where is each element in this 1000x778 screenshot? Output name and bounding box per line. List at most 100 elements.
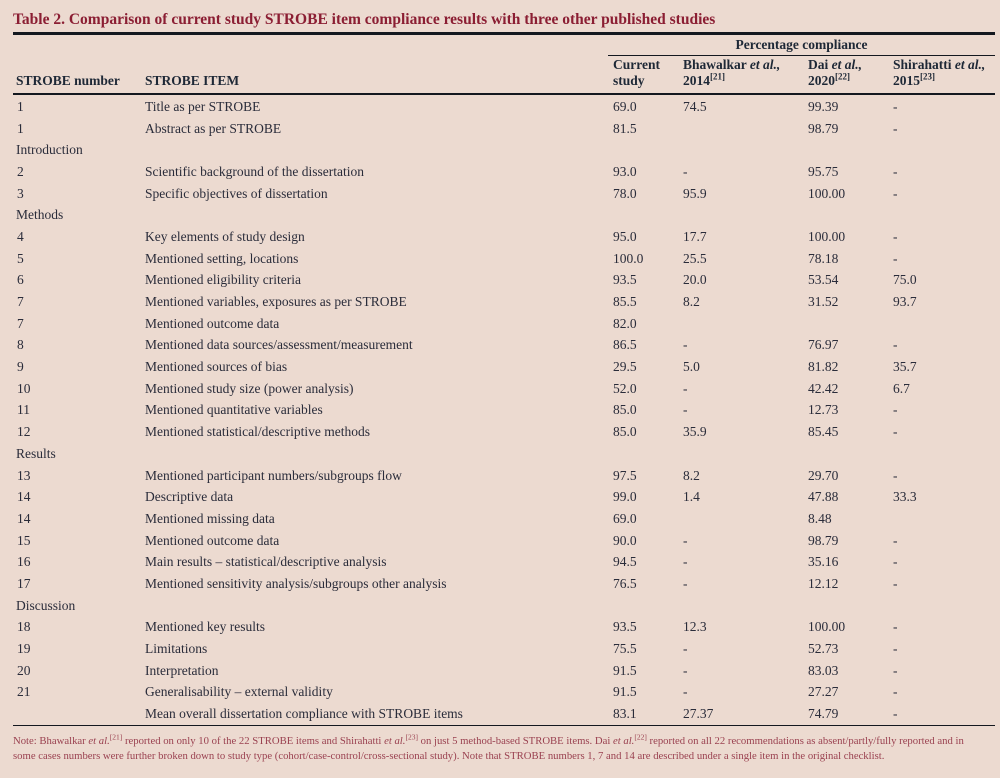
cell-value-col3: 76.97	[808, 337, 839, 353]
reference-superscript: [23]	[920, 71, 935, 82]
cell-value-col3: 12.12	[808, 575, 839, 591]
table-row: 9 Mentioned sources of bias 29.5 5.0 81.82 35…	[13, 356, 995, 378]
table-row: 10 Mentioned study size (power analysis) 5…	[13, 378, 995, 400]
table-row: 15 Mentioned outcome data 90.0 - 98.79 -	[13, 530, 995, 552]
table-title: Table 2. Comparison of current study STR…	[13, 11, 716, 28]
cell-value-col1: 94.5	[613, 554, 637, 570]
table-row: 4 Key elements of study design 95.0 17.7 100…	[13, 226, 995, 248]
cell-value-col1: 93.5	[613, 619, 637, 635]
cell-value-col1: 81.5	[613, 120, 637, 136]
table-row: 20 Interpretation 91.5 - 83.03 -	[13, 660, 995, 682]
cell-strobe-item: Mentioned key results	[145, 619, 265, 635]
column-header-5: Dai et al., 2020[22]	[808, 57, 893, 90]
cell-value-col4: -	[893, 662, 898, 678]
table-body: 1 Title as per STROBE 69.0 74.5 99.39 - 1 Abstr…	[13, 95, 995, 725]
cell-value-col2: 17.7	[683, 228, 707, 244]
table-row: 14 Descriptive data 99.0 1.4 47.88 33.3	[13, 486, 995, 508]
strobe-compliance-table: Percentage compliance STROBE number STROB…	[13, 32, 995, 726]
cell-value-col3: 74.79	[808, 706, 839, 722]
table-row: 1 Abstract as per STROBE 81.5 98.79 -	[13, 118, 995, 140]
cell-value-col1: 90.0	[613, 532, 637, 548]
column-header-line: Current	[613, 56, 660, 72]
cell-strobe-number: 11	[17, 402, 30, 418]
cell-value-col2: -	[683, 402, 688, 418]
top-rule	[13, 32, 995, 35]
cell-strobe-number: 19	[17, 641, 31, 657]
cell-value-col2: 12.3	[683, 619, 707, 635]
table-row: 12 Mentioned statistical/descriptive meth…	[13, 421, 995, 443]
reference-superscript: [22]	[634, 732, 647, 742]
cell-value-col1: 86.5	[613, 337, 637, 353]
table-row: 17 Mentioned sensitivity analysis/subgrou…	[13, 573, 995, 595]
cell-strobe-item: Mentioned eligibility criteria	[145, 272, 301, 288]
table-row: 18 Mentioned key results 93.5 12.3 100.00 -	[13, 617, 995, 639]
cell-value-col4: -	[893, 532, 898, 548]
cell-strobe-number: 14	[17, 510, 31, 526]
cell-value-col4: -	[893, 402, 898, 418]
cell-value-col2: 27.37	[683, 706, 714, 722]
cell-strobe-number: 4	[17, 228, 24, 244]
study-year-line: 2014[21]	[683, 71, 725, 88]
cell-value-col4: 93.7	[893, 294, 917, 310]
study-name-line: Bhawalkar et al.,	[683, 56, 781, 72]
cell-value-col4: -	[893, 424, 898, 440]
cell-strobe-number: 1	[17, 120, 24, 136]
cell-value-col1: 91.5	[613, 662, 637, 678]
cell-strobe-number: 16	[17, 554, 31, 570]
table-row: 5 Mentioned setting, locations 100.0 25.5 78…	[13, 248, 995, 270]
cell-value-col2: 95.9	[683, 185, 707, 201]
cell-value-col2: 25.5	[683, 250, 707, 266]
column-header-2: STROBE ITEM	[145, 73, 240, 88]
cell-strobe-number: 18	[17, 619, 31, 635]
cell-strobe-number: 9	[17, 359, 24, 375]
group-header-label: Percentage compliance	[735, 36, 868, 52]
cell-value-col4: -	[893, 575, 898, 591]
cell-value-col2: 1.4	[683, 489, 700, 505]
et-al-text: et al.,	[954, 56, 986, 72]
section-row: Introduction	[13, 139, 995, 161]
table-row: 1 Title as per STROBE 69.0 74.5 99.39 -	[13, 96, 995, 118]
cell-strobe-number: 1	[17, 98, 24, 114]
cell-value-col3: 52.73	[808, 641, 839, 657]
et-al-text: et al.	[88, 734, 110, 747]
cell-strobe-item: Title as per STROBE	[145, 98, 261, 114]
cell-value-col3: 53.54	[808, 272, 839, 288]
cell-strobe-item: Mentioned sources of bias	[145, 359, 288, 375]
cell-strobe-number: 3	[17, 185, 24, 201]
cell-value-col4: 35.7	[893, 359, 917, 375]
cell-value-col3: 99.39	[808, 98, 839, 114]
cell-value-col2: 35.9	[683, 424, 707, 440]
cell-strobe-number: 20	[17, 662, 31, 678]
cell-value-col1: 93.5	[613, 272, 637, 288]
cell-strobe-item: Generalisability – external validity	[145, 684, 333, 700]
cell-strobe-item: Mean overall dissertation compliance wit…	[145, 706, 463, 722]
reference-superscript: [23]	[405, 732, 418, 742]
cell-value-col2: 8.2	[683, 467, 700, 483]
cell-value-col2: -	[683, 163, 688, 179]
cell-value-col4: -	[893, 228, 898, 244]
section-label: Results	[16, 445, 56, 461]
cell-strobe-number: 5	[17, 250, 24, 266]
cell-value-col2: 8.2	[683, 294, 700, 310]
cell-value-col3: 27.27	[808, 684, 839, 700]
cell-strobe-number: 7	[17, 315, 24, 331]
cell-strobe-number: 12	[17, 424, 31, 440]
cell-value-col2: -	[683, 662, 688, 678]
cell-value-col4: -	[893, 619, 898, 635]
column-header-4: Bhawalkar et al., 2014[21]	[683, 57, 808, 90]
cell-value-col1: 75.5	[613, 641, 637, 657]
cell-strobe-item: Mentioned outcome data	[145, 315, 280, 331]
cell-value-col1: 97.5	[613, 467, 637, 483]
cell-value-col1: 29.5	[613, 359, 637, 375]
cell-value-col1: 85.5	[613, 294, 637, 310]
cell-strobe-number: 6	[17, 272, 24, 288]
cell-value-col3: 85.45	[808, 424, 839, 440]
cell-strobe-item: Descriptive data	[145, 489, 234, 505]
cell-strobe-item: Mentioned variables, exposures as per ST…	[145, 294, 407, 310]
reference-superscript: [21]	[710, 71, 725, 82]
cell-value-col1: 69.0	[613, 98, 637, 114]
cell-value-col1: 52.0	[613, 380, 637, 396]
cell-value-col2: -	[683, 380, 688, 396]
cell-value-col4: -	[893, 684, 898, 700]
cell-strobe-item: Mentioned data sources/assessment/measur…	[145, 337, 413, 353]
